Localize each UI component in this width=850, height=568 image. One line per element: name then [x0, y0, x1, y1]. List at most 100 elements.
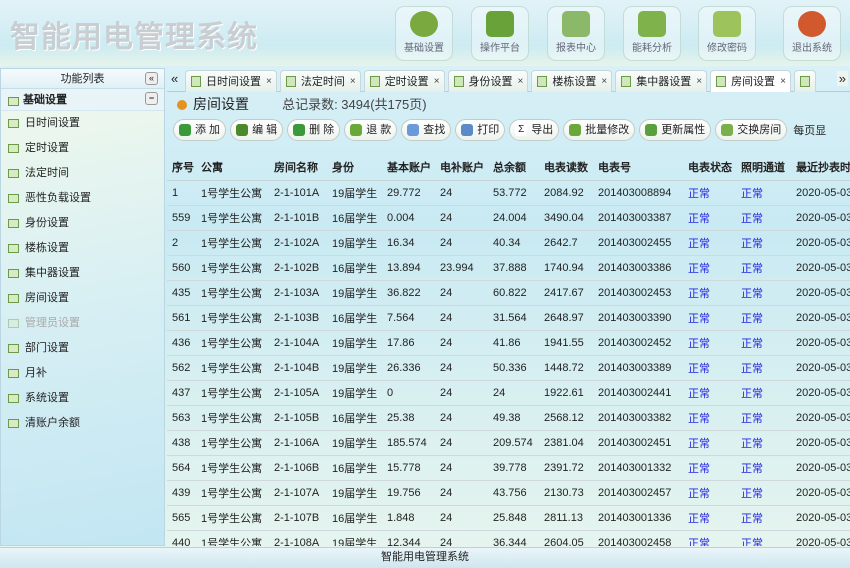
column-header[interactable]: 电表状态 — [683, 155, 736, 181]
status-link[interactable]: 正常 — [736, 205, 791, 231]
tab-item[interactable]: 法定时间 × — [279, 70, 361, 92]
status-link[interactable]: 正常 — [736, 505, 791, 531]
tab-close-icon[interactable]: × — [780, 75, 786, 87]
arrow-down-button[interactable]: 更新属性 — [639, 119, 712, 141]
printer-button[interactable]: 打印 — [455, 119, 506, 141]
table-row[interactable]: 559 1号学生公寓 2-1-101B 16届学生 0.004 24 24.004 3490.… — [167, 205, 850, 231]
top-button-gear[interactable]: 基础设置 — [395, 6, 453, 61]
sidebar-item[interactable]: 定时设置 — [1, 136, 164, 161]
minus-button[interactable]: 删 除 — [287, 119, 341, 141]
collapse-sidebar-button[interactable]: « — [145, 72, 158, 85]
top-button-monitor[interactable]: 操作平台 — [471, 6, 529, 61]
sidebar-group-basic-settings[interactable]: 基础设置 − — [1, 89, 164, 111]
tab-item[interactable]: 身份设置 × — [447, 70, 529, 92]
sidebar-item[interactable]: 楼栋设置 — [1, 236, 164, 261]
status-link[interactable]: 正常 — [683, 305, 736, 331]
column-header[interactable]: 最近抄表时间 — [791, 155, 850, 181]
sidebar-item[interactable]: 部门设置 — [1, 336, 164, 361]
column-header[interactable]: 电表读数 — [539, 155, 593, 181]
sidebar-item[interactable]: 月补 — [1, 361, 164, 386]
status-link[interactable]: 正常 — [683, 355, 736, 381]
x-button[interactable]: 退 款 — [344, 119, 398, 141]
status-link[interactable]: 正常 — [683, 405, 736, 431]
status-link[interactable]: 正常 — [736, 305, 791, 331]
column-header[interactable]: 电补账户 — [435, 155, 488, 181]
status-link[interactable]: 正常 — [683, 330, 736, 356]
status-link[interactable]: 正常 — [736, 405, 791, 431]
top-button-lock[interactable]: 修改密码 — [698, 6, 756, 61]
tab-close-icon[interactable]: × — [266, 75, 272, 87]
tab-close-icon[interactable]: × — [349, 75, 356, 87]
status-link[interactable]: 正常 — [736, 530, 791, 546]
status-link[interactable]: 正常 — [683, 505, 736, 531]
pencil-button[interactable]: 编 辑 — [230, 119, 284, 141]
status-link[interactable]: 正常 — [683, 430, 736, 456]
group-toggle-button[interactable]: − — [145, 92, 158, 105]
status-link[interactable]: 正常 — [736, 380, 791, 406]
top-button-printer[interactable]: 报表中心 — [547, 6, 605, 61]
table-row[interactable]: 439 1号学生公寓 2-1-107A 19届学生 19.756 24 43.756 2130… — [167, 480, 850, 506]
table-row[interactable]: 561 1号学生公寓 2-1-103B 16届学生 7.564 24 31.564 2648.… — [167, 305, 850, 331]
table-row[interactable]: 435 1号学生公寓 2-1-103A 19届学生 36.822 24 60.822 2417… — [167, 280, 850, 306]
tab-item[interactable]: 楼栋设置 × — [531, 70, 613, 92]
tab-item[interactable]: 房间设置 × — [710, 70, 791, 92]
status-link[interactable]: 正常 — [683, 530, 736, 546]
status-link[interactable]: 正常 — [683, 180, 736, 206]
tab-close-icon[interactable]: × — [601, 75, 608, 87]
tab-close-icon[interactable]: × — [696, 75, 703, 87]
tabs-next-button[interactable]: » — [836, 71, 848, 86]
sidebar-item[interactable]: 清账户余额 — [1, 411, 164, 436]
status-link[interactable]: 正常 — [736, 430, 791, 456]
status-link[interactable]: 正常 — [736, 180, 791, 206]
sidebar-item[interactable]: 恶性负载设置 — [1, 186, 164, 211]
sidebar-item[interactable]: 管理员设置 — [1, 311, 164, 336]
sidebar-item[interactable]: 系统设置 — [1, 386, 164, 411]
tab-item-overflow[interactable] — [793, 70, 816, 92]
table-row[interactable]: 438 1号学生公寓 2-1-106A 19届学生 185.574 24 209.574 23… — [167, 430, 850, 456]
status-link[interactable]: 正常 — [736, 330, 791, 356]
status-link[interactable]: 正常 — [736, 230, 791, 256]
gear-button[interactable]: 批量修改 — [563, 119, 636, 141]
table-row[interactable]: 563 1号学生公寓 2-1-105B 16届学生 25.38 24 49.38 2568.1… — [167, 405, 850, 431]
sigma-button[interactable]: Σ 导出 — [509, 119, 560, 141]
plus-button[interactable]: 添 加 — [173, 119, 227, 141]
status-link[interactable]: 正常 — [683, 280, 736, 306]
status-link[interactable]: 正常 — [736, 480, 791, 506]
tab-item[interactable]: 日时间设置 × — [185, 70, 277, 92]
sidebar-item[interactable]: 集中器设置 — [1, 261, 164, 286]
column-header[interactable]: 总余额 — [488, 155, 539, 181]
status-link[interactable]: 正常 — [683, 455, 736, 481]
status-link[interactable]: 正常 — [683, 380, 736, 406]
status-link[interactable]: 正常 — [736, 280, 791, 306]
table-row[interactable]: 1 1号学生公寓 2-1-101A 19届学生 29.772 24 53.772 2084.9… — [167, 180, 850, 206]
table-row[interactable]: 2 1号学生公寓 2-1-102A 19届学生 16.34 24 40.34 2642.7 20… — [167, 230, 850, 256]
house-button[interactable]: 交换房间 — [715, 119, 788, 141]
tab-item[interactable]: 定时设置 × — [363, 70, 445, 92]
table-row[interactable]: 436 1号学生公寓 2-1-104A 19届学生 17.86 24 41.86 1941.5… — [167, 330, 850, 356]
status-link[interactable]: 正常 — [736, 355, 791, 381]
sidebar-item[interactable]: 日时间设置 — [1, 111, 164, 136]
column-header[interactable]: 身份 — [327, 155, 382, 181]
tabs-prev-button[interactable]: « — [171, 71, 179, 86]
sidebar-item[interactable]: 身份设置 — [1, 211, 164, 236]
sidebar-item[interactable]: 法定时间 — [1, 161, 164, 186]
table-row[interactable]: 565 1号学生公寓 2-1-107B 16届学生 1.848 24 25.848 2811.… — [167, 505, 850, 531]
table-row[interactable]: 560 1号学生公寓 2-1-102B 16届学生 13.894 23.994 37.888… — [167, 255, 850, 281]
top-button-close[interactable]: 退出系统 — [783, 6, 841, 61]
status-link[interactable]: 正常 — [683, 230, 736, 256]
column-header[interactable]: 公寓 — [196, 155, 269, 181]
table-row[interactable]: 562 1号学生公寓 2-1-104B 19届学生 26.336 24 50.336 1448… — [167, 355, 850, 381]
column-header[interactable]: 基本账户 — [382, 155, 435, 181]
status-link[interactable]: 正常 — [736, 455, 791, 481]
column-header[interactable]: 电表号 — [593, 155, 683, 181]
status-link[interactable]: 正常 — [683, 205, 736, 231]
tab-close-icon[interactable]: × — [517, 75, 524, 87]
status-link[interactable]: 正常 — [683, 480, 736, 506]
tab-item[interactable]: 集中器设置 × — [615, 70, 708, 92]
top-button-bar-chart[interactable]: 能耗分析 — [623, 6, 681, 61]
status-link[interactable]: 正常 — [683, 255, 736, 281]
table-row[interactable]: 440 1号学生公寓 2-1-108A 19届学生 12.344 24 36.344 2604… — [167, 530, 850, 546]
status-link[interactable]: 正常 — [736, 255, 791, 281]
column-header[interactable]: 序号 — [167, 155, 196, 181]
table-row[interactable]: 437 1号学生公寓 2-1-105A 19届学生 0 24 24 1922.61 201403… — [167, 380, 850, 406]
